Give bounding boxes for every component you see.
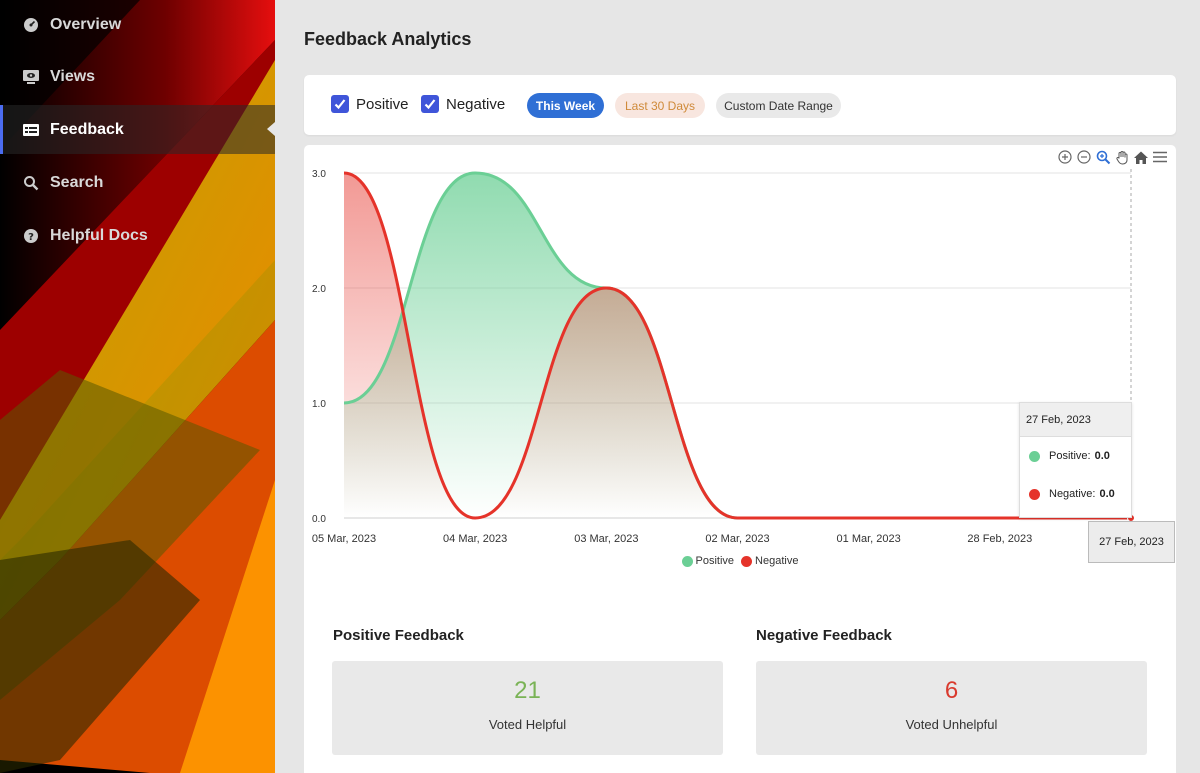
x-tick-label: 03 Mar, 2023 [574,533,638,545]
legend-marker-positive [681,555,693,567]
tooltip-positive-label: Positive: [1049,450,1091,462]
sidebar-item-label: Views [50,67,96,85]
sidebar-item-label: Feedback [50,120,124,138]
positive-feedback-count: 21 [514,677,541,704]
positive-series-marker [1029,450,1040,462]
this-week-button[interactable]: This Week [527,93,604,118]
legend-label-positive: Positive [695,555,735,567]
negative-feedback-count: 6 [944,677,959,704]
sidebar-item-feedback[interactable]: Feedback [0,105,275,154]
legend-label-negative: Negative [755,555,799,567]
dashboard-icon [22,16,40,34]
custom-date-range-button[interactable]: Custom Date Range [716,93,841,118]
feedback-list-icon [22,121,40,139]
selection-zoom-icon[interactable] [1095,149,1111,165]
negative-feedback-title: Negative Feedback [756,627,892,644]
y-tick-label: 1.0 [312,399,326,410]
zoom-out-icon[interactable] [1076,149,1092,165]
x-tick-label: 28 Feb, 2023 [967,533,1032,545]
x-tick-label: 01 Mar, 2023 [837,533,901,545]
x-tick-label: 05 Mar, 2023 [312,533,376,545]
feedback-area-chart[interactable]: 0.0 1.0 2.0 3.0 05 Mar, 2023 04 Mar, 2023 03 M… [304,145,1176,555]
chart-card: 0.0 1.0 2.0 3.0 05 Mar, 2023 04 Mar, 2023 03 M… [304,145,1176,773]
search-icon [22,174,40,192]
legend-item-positive[interactable]: Positive [681,555,735,567]
y-tick-label: 0.0 [312,514,326,525]
negative-series-line [343,171,1131,520]
sidebar-item-label: Overview [50,15,122,33]
positive-checkbox-label: Positive [356,95,409,113]
chart-legend: Positive Negative [304,555,1176,567]
chart-toolbar [1057,149,1168,165]
positive-feedback-caption: Voted Helpful [488,717,567,732]
legend-marker-negative [741,555,753,567]
negative-checkbox-label: Negative [446,95,506,113]
sidebar-item-helpful-docs[interactable]: ? Helpful Docs [0,211,275,260]
help-circle-icon: ? [22,227,40,245]
negative-feedback-card: 6 Voted Unhelpful [756,661,1147,755]
sidebar-item-views[interactable]: Views [0,52,275,101]
last-30-days-button[interactable]: Last 30 Days [615,93,705,118]
negative-series-marker [1029,488,1040,500]
sidebar-item-label: Search [50,173,104,191]
zoom-in-icon[interactable] [1057,149,1073,165]
tooltip-date: 27 Feb, 2023 [1020,403,1131,437]
checkbox-checked-icon [421,95,439,113]
y-tick-label: 2.0 [312,284,326,295]
sidebar-item-label: Helpful Docs [50,226,148,244]
tooltip-negative-label: Negative: [1049,488,1096,500]
negative-series-area [344,173,1131,518]
svg-text:?: ? [28,232,34,243]
page-title: Feedback Analytics [304,29,472,49]
x-tick-label: 02 Mar, 2023 [705,533,769,545]
checkbox-checked-icon [331,95,349,113]
active-indicator-notch [267,122,275,136]
negative-feedback-caption: Voted Unhelpful [905,717,998,732]
positive-checkbox[interactable]: Positive [331,95,409,113]
x-tick-label: 04 Mar, 2023 [443,533,507,545]
positive-series-area [344,173,1131,518]
positive-feedback-card: 21 Voted Helpful [332,661,723,755]
sidebar-item-overview[interactable]: Overview [0,0,275,49]
pan-hand-icon[interactable] [1114,149,1130,165]
tooltip-row-negative: Negative: 0.0 [1020,475,1131,513]
tooltip-negative-value: 0.0 [1099,488,1115,500]
tooltip-row-positive: Positive: 0.0 [1020,437,1131,475]
sidebar-item-search[interactable]: Search [0,158,275,207]
crosshair-x-label: 27 Feb, 2023 [1088,521,1175,563]
tooltip-positive-value: 0.0 [1094,450,1110,462]
home-reset-icon[interactable] [1133,149,1149,165]
negative-checkbox[interactable]: Negative [421,95,505,113]
positive-feedback-title: Positive Feedback [333,627,464,644]
legend-item-negative[interactable]: Negative [741,555,798,567]
menu-icon[interactable] [1152,149,1168,165]
filter-bar: Positive Negative This Week Last 30 Days… [304,75,1176,135]
chart-tooltip: 27 Feb, 2023 Positive: 0.0 Negative: 0.0 [1019,402,1132,518]
y-tick-label: 3.0 [312,169,326,180]
monitor-eye-icon [22,68,40,86]
sidebar: Overview Views Feedback Search ? Helpful… [0,0,275,773]
